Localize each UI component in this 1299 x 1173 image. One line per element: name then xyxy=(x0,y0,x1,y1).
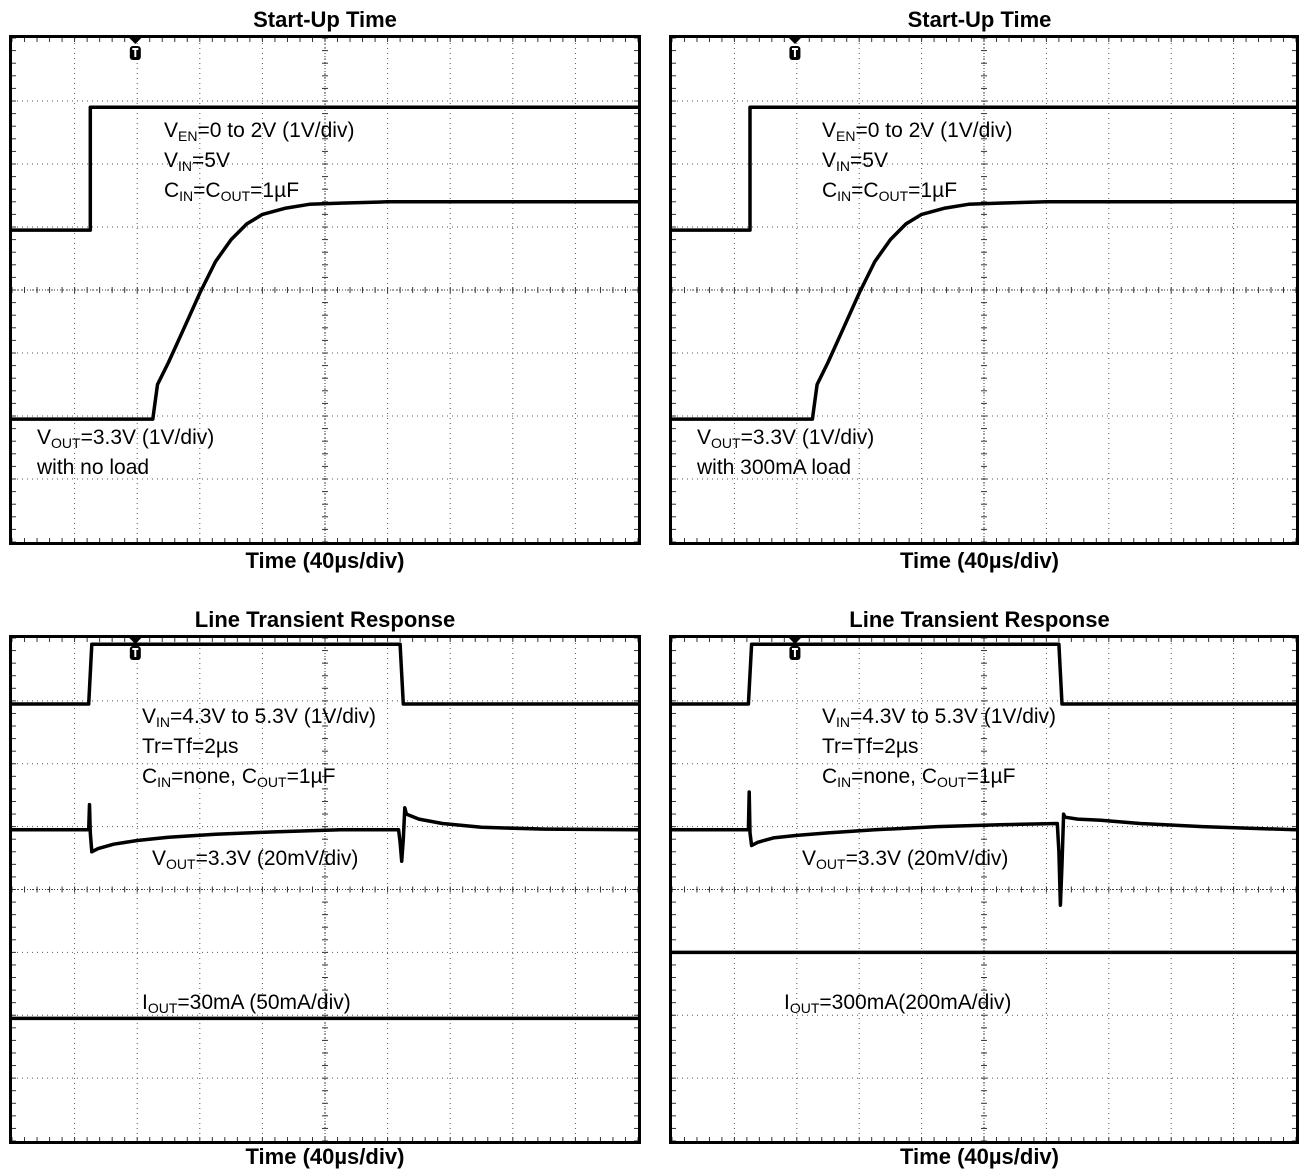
trace-output xyxy=(12,200,638,421)
annotation-line: CIN=none, COUT=1µF xyxy=(142,765,336,790)
scope-svg xyxy=(672,38,1296,542)
x-axis-label: Time (40µs/div) xyxy=(900,548,1059,573)
chart-panel: Start-Up Time VEN=0 to 2V (1V/div) VIN=5V… xyxy=(0,0,650,590)
chart-title: Line Transient Response xyxy=(194,607,456,632)
annotation-line: VOUT=3.3V (1V/div) xyxy=(37,426,215,451)
annotation-line: VOUT=3.3V (20mV/div) xyxy=(152,847,359,872)
annotation-en: VEN=0 to 2V (1V/div) VIN=5V CIN=COUT=1µF xyxy=(164,116,354,206)
trigger-marker-icon xyxy=(788,38,801,60)
trace-enable xyxy=(672,105,1296,232)
annotation-in: VIN=4.3V to 5.3V (1V/div) Tr=Tf=2µs CIN=no… xyxy=(822,702,1056,792)
annotation-line: CIN=none, COUT=1µF xyxy=(822,765,1016,790)
chart-panel: Start-Up Time VEN=0 to 2V (1V/div) VIN=5V… xyxy=(660,0,1299,590)
annotation-line: with no load xyxy=(37,456,150,479)
annotation-line: VOUT=3.3V (1V/div) xyxy=(697,426,875,451)
scope-svg xyxy=(12,638,638,1141)
annotation-iout: IOUT=300mA(200mA/div) xyxy=(784,988,1011,1018)
annotation-en: VEN=0 to 2V (1V/div) VIN=5V CIN=COUT=1µF xyxy=(822,116,1012,206)
annotation-line: with 300mA load xyxy=(697,456,852,479)
annotation-line: VEN=0 to 2V (1V/div) xyxy=(822,119,1013,144)
center-axes xyxy=(12,38,638,542)
trace-output xyxy=(672,200,1296,421)
chart-title: Start-Up Time xyxy=(253,7,397,32)
trigger-marker-icon xyxy=(129,638,142,660)
trace-output xyxy=(12,802,638,863)
trigger-marker-icon xyxy=(129,38,142,60)
annotation-line: Tr=Tf=2µs xyxy=(142,735,239,758)
plot-area: VEN=0 to 2V (1V/div) VIN=5V CIN=COUT=1µF VO… xyxy=(9,35,641,545)
x-axis-label: Time (40µs/div) xyxy=(245,1144,405,1169)
x-axis-label: Time (40µs/div) xyxy=(900,1144,1059,1169)
annotation-line: VIN=5V xyxy=(164,149,230,174)
chart-title: Line Transient Response xyxy=(849,607,1110,632)
trace-input xyxy=(12,642,638,706)
x-axis-label: Time (40µs/div) xyxy=(245,548,405,573)
annotation-line: VOUT=3.3V (20mV/div) xyxy=(802,847,1009,872)
plot-area: VEN=0 to 2V (1V/div) VIN=5V CIN=COUT=1µF VO… xyxy=(669,35,1299,545)
annotation-line: Tr=Tf=2µs xyxy=(822,735,919,758)
trace-output xyxy=(672,790,1296,907)
annotation-out: VOUT=3.3V (1V/div) with no load xyxy=(37,423,214,483)
annotation-line: IOUT=300mA(200mA/div) xyxy=(784,991,1012,1016)
annotation-line: CIN=COUT=1µF xyxy=(822,179,958,204)
annotation-out: VOUT=3.3V (20mV/div) xyxy=(802,844,1008,874)
scope-svg xyxy=(12,38,638,542)
plot-area: VIN=4.3V to 5.3V (1V/div) Tr=Tf=2µs CIN=no… xyxy=(669,635,1299,1144)
chart-panel: Line Transient Response VIN=4.3V to 5.3V… xyxy=(660,600,1299,1173)
center-axes xyxy=(12,638,638,1141)
annotation-out: VOUT=3.3V (1V/div) with 300mA load xyxy=(697,423,874,483)
annotation-out: VOUT=3.3V (20mV/div) xyxy=(152,844,358,874)
annotation-line: IOUT=30mA (50mA/div) xyxy=(142,991,351,1016)
annotation-line: VIN=4.3V to 5.3V (1V/div) xyxy=(142,705,377,730)
trace-enable xyxy=(12,105,638,232)
trigger-marker-icon xyxy=(788,638,801,660)
annotation-in: VIN=4.3V to 5.3V (1V/div) Tr=Tf=2µs CIN=no… xyxy=(142,702,376,792)
chart-panel: Line Transient Response VIN=4.3V to 5.3V… xyxy=(0,600,650,1173)
annotation-line: VEN=0 to 2V (1V/div) xyxy=(164,119,355,144)
annotation-iout: IOUT=30mA (50mA/div) xyxy=(142,988,351,1018)
annotation-line: VIN=5V xyxy=(822,149,888,174)
plot-area: VIN=4.3V to 5.3V (1V/div) Tr=Tf=2µs CIN=no… xyxy=(9,635,641,1144)
scope-svg xyxy=(672,638,1296,1141)
center-axes xyxy=(672,38,1296,542)
trace-input xyxy=(672,642,1296,706)
center-axes xyxy=(672,638,1296,1141)
annotation-line: CIN=COUT=1µF xyxy=(164,179,300,204)
chart-title: Start-Up Time xyxy=(907,7,1052,32)
annotation-line: VIN=4.3V to 5.3V (1V/div) xyxy=(822,705,1057,730)
